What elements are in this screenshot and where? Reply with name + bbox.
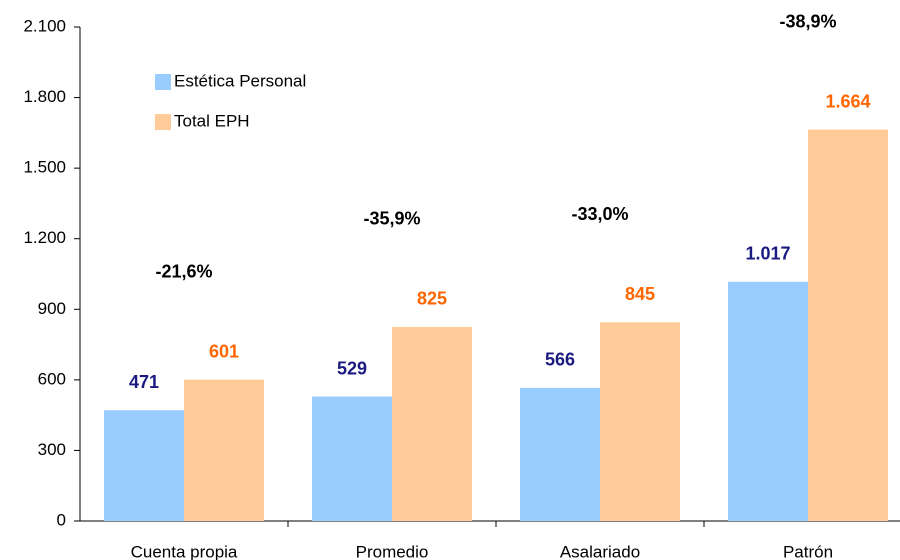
value-label: 529 — [337, 358, 367, 378]
bar — [312, 396, 392, 521]
bar — [600, 322, 680, 521]
legend-label: Estética Personal — [174, 71, 306, 90]
y-tick-label: 900 — [38, 299, 66, 318]
bar — [728, 281, 808, 521]
legend-swatch — [155, 114, 171, 130]
y-tick-label: 600 — [38, 369, 66, 388]
y-tick-label: 1.800 — [23, 87, 66, 106]
x-tick-label: Cuenta propia — [131, 542, 238, 560]
y-tick-label: 1.200 — [23, 228, 66, 247]
y-tick-label: 1.500 — [23, 158, 66, 177]
bar — [392, 326, 472, 521]
bar — [104, 410, 184, 521]
annotation: -33,0% — [571, 204, 628, 224]
annotation: -21,6% — [155, 261, 212, 281]
bar — [184, 379, 264, 521]
annotation: -35,9% — [363, 209, 420, 229]
x-tick-label: Patrón — [783, 542, 833, 560]
value-label: 1.017 — [745, 244, 790, 264]
value-label: 845 — [625, 284, 655, 304]
bar — [520, 387, 600, 521]
y-tick-label: 300 — [38, 440, 66, 459]
x-tick-label: Promedio — [356, 542, 429, 560]
value-label: 601 — [209, 341, 239, 361]
x-tick-label: Asalariado — [560, 542, 640, 560]
value-label: 566 — [545, 350, 575, 370]
bar — [808, 129, 888, 521]
value-label: 825 — [417, 289, 447, 309]
legend-label: Total EPH — [174, 111, 250, 130]
y-tick-label: 2.100 — [23, 16, 66, 35]
value-label: 471 — [129, 372, 159, 392]
value-label: 1.664 — [825, 91, 870, 111]
y-tick-label: 0 — [57, 510, 66, 529]
legend-swatch — [155, 74, 171, 90]
annotation: -38,9% — [779, 11, 836, 31]
